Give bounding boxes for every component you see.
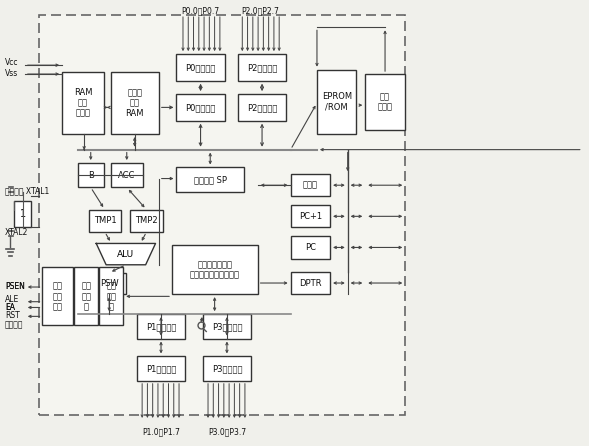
Text: PSEN: PSEN bbox=[5, 281, 25, 291]
Bar bbox=[203, 314, 251, 339]
Bar bbox=[14, 201, 31, 227]
Text: 堆栈指针 SP: 堆栈指针 SP bbox=[194, 175, 227, 184]
Text: P1.0～P1.7: P1.0～P1.7 bbox=[142, 427, 180, 437]
Text: P3口驱动器: P3口驱动器 bbox=[211, 364, 242, 373]
Bar bbox=[238, 54, 286, 81]
Text: PC+1: PC+1 bbox=[299, 212, 322, 221]
Text: 指令
译码
器: 指令 译码 器 bbox=[81, 281, 91, 311]
Text: 指令
寄存
器: 指令 寄存 器 bbox=[106, 281, 116, 311]
Text: P0.0～P0.7: P0.0～P0.7 bbox=[181, 6, 220, 15]
Text: Vss: Vss bbox=[5, 69, 18, 78]
Text: 时钟电路 XTAL1: 时钟电路 XTAL1 bbox=[5, 186, 49, 195]
Text: Vcc: Vcc bbox=[5, 58, 19, 67]
Text: EPROM
/ROM: EPROM /ROM bbox=[322, 92, 352, 112]
Text: P0口锁存器: P0口锁存器 bbox=[186, 103, 216, 112]
Text: ALE: ALE bbox=[5, 295, 19, 305]
Text: 定时
控制
电路: 定时 控制 电路 bbox=[53, 281, 63, 311]
Text: P0口驱动器: P0口驱动器 bbox=[186, 63, 216, 72]
Text: P2口锁存器: P2口锁存器 bbox=[247, 103, 277, 112]
Bar bbox=[238, 94, 286, 121]
Bar bbox=[137, 356, 185, 381]
Bar bbox=[176, 167, 244, 192]
Bar bbox=[62, 72, 104, 134]
Polygon shape bbox=[96, 244, 155, 265]
Bar bbox=[176, 94, 225, 121]
Text: ALU: ALU bbox=[117, 250, 134, 259]
Bar bbox=[365, 74, 405, 130]
Text: ACC: ACC bbox=[118, 171, 135, 180]
Text: 地址
寄存器: 地址 寄存器 bbox=[378, 92, 392, 112]
Bar bbox=[130, 210, 163, 232]
Text: RST: RST bbox=[5, 311, 20, 320]
Bar bbox=[176, 54, 225, 81]
Text: P2.0～P2.7: P2.0～P2.7 bbox=[241, 6, 279, 15]
Bar bbox=[172, 245, 257, 294]
Text: P1口锁存器: P1口锁存器 bbox=[146, 322, 176, 331]
Text: 数据存
储器
RAM: 数据存 储器 RAM bbox=[125, 88, 144, 118]
Bar bbox=[317, 70, 356, 134]
Text: TMP1: TMP1 bbox=[94, 216, 117, 225]
Text: P2口驱动器: P2口驱动器 bbox=[247, 63, 277, 72]
Bar bbox=[290, 272, 330, 294]
Text: P3口锁存器: P3口锁存器 bbox=[211, 322, 242, 331]
Bar bbox=[111, 72, 159, 134]
Text: P1口驱动器: P1口驱动器 bbox=[146, 364, 176, 373]
Bar bbox=[203, 356, 251, 381]
Text: PC: PC bbox=[305, 243, 316, 252]
Text: 复位引脚: 复位引脚 bbox=[5, 321, 24, 330]
Bar bbox=[290, 205, 330, 227]
Text: 1: 1 bbox=[19, 209, 26, 219]
Text: B: B bbox=[88, 171, 94, 180]
Bar bbox=[39, 15, 405, 415]
Bar bbox=[290, 174, 330, 196]
Text: 特殊功能寄存器
串行口、中断和定时器: 特殊功能寄存器 串行口、中断和定时器 bbox=[190, 260, 240, 279]
Bar bbox=[137, 314, 185, 339]
Text: EA: EA bbox=[5, 303, 15, 312]
Bar bbox=[99, 268, 123, 325]
Text: P3.0～P3.7: P3.0～P3.7 bbox=[208, 427, 246, 437]
Text: TMP2: TMP2 bbox=[135, 216, 158, 225]
Bar bbox=[111, 163, 144, 187]
Text: DPTR: DPTR bbox=[299, 278, 322, 288]
Bar bbox=[88, 210, 121, 232]
Text: 缓冲器: 缓冲器 bbox=[303, 181, 318, 190]
Text: PSW: PSW bbox=[100, 279, 119, 288]
Text: EA: EA bbox=[5, 303, 15, 312]
Bar bbox=[74, 268, 98, 325]
Bar bbox=[42, 268, 73, 325]
Bar bbox=[290, 236, 330, 259]
Bar bbox=[78, 163, 104, 187]
Text: RAM
地址
寄存器: RAM 地址 寄存器 bbox=[74, 88, 92, 118]
Text: PSEN: PSEN bbox=[5, 281, 25, 291]
Text: XTAL2: XTAL2 bbox=[5, 228, 28, 237]
Bar bbox=[93, 273, 126, 294]
